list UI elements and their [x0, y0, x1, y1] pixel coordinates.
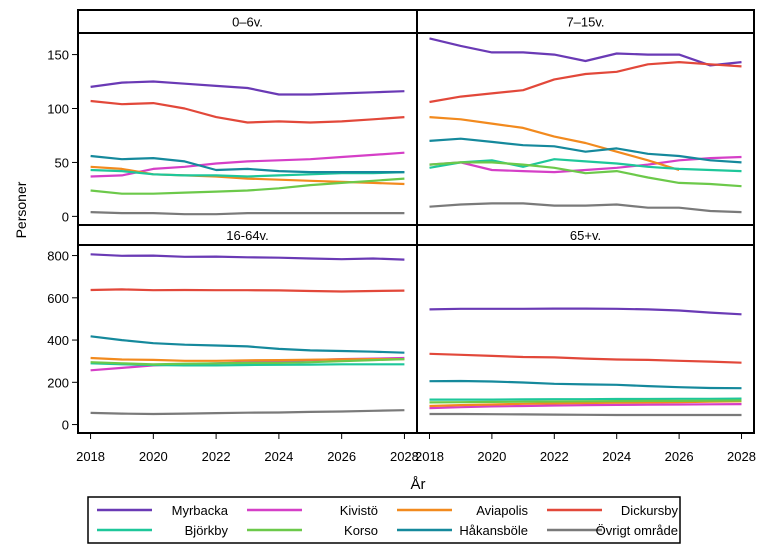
series-line-myrbacka — [429, 37, 742, 67]
series-line-dickursby — [90, 288, 405, 293]
x-tick-label: 2026 — [327, 449, 356, 464]
panel-title: 65+v. — [570, 228, 601, 243]
panel-plot-area — [416, 32, 755, 226]
panel-3: 16-64v. — [77, 224, 418, 434]
panel-2: 7–15v. — [416, 9, 755, 226]
series-line-myrbacka — [90, 253, 405, 261]
series-line-aviapolis — [90, 356, 405, 362]
y-tick-label: 0 — [62, 418, 69, 433]
legend-label: Övrigt område — [596, 523, 678, 538]
series-line-korso — [429, 161, 742, 188]
legend: Myrbacka Kivistö Aviapolis Dickursby Björkby… — [87, 496, 681, 544]
series-line-björkby — [429, 158, 742, 173]
x-tick-label: 2024 — [602, 449, 631, 464]
series-line-korso — [90, 358, 405, 366]
panel-plot-area — [77, 244, 418, 434]
legend-label: Aviapolis — [476, 503, 528, 518]
x-tick-label: 2024 — [264, 449, 293, 464]
legend-label: Håkansböle — [459, 523, 528, 538]
series-line-håkansböle — [429, 379, 742, 390]
legend-label: Björkby — [185, 523, 229, 538]
panel-title: 0–6v. — [232, 15, 263, 30]
x-tick-label: 2018 — [76, 449, 105, 464]
series-line-kivistö — [429, 403, 742, 410]
x-tick-label: 2020 — [477, 449, 506, 464]
series-line-myrbacka — [90, 80, 405, 96]
y-tick-label: 600 — [47, 291, 69, 306]
series-line-aviapolis — [429, 400, 742, 408]
axes: 0 50 100 150 0 200 400 600 800 2018 2020 2022 2024 20… — [47, 48, 756, 464]
panel-plot-area — [77, 32, 418, 226]
series-line-myrbacka — [429, 307, 742, 316]
series-line-övrigt-område — [90, 211, 405, 216]
panel-1: 0–6v. — [77, 9, 418, 226]
x-tick-label: 2020 — [139, 449, 168, 464]
legend-box — [87, 496, 681, 544]
y-tick-label: 50 — [55, 155, 69, 170]
x-tick-label: 2022 — [202, 449, 231, 464]
series-line-övrigt-område — [90, 409, 405, 416]
y-tick-label: 0 — [62, 209, 69, 224]
y-axis-label: Personer — [13, 181, 29, 238]
panel-title: 16-64v. — [226, 228, 268, 243]
series-line-övrigt-område — [429, 202, 742, 214]
series-line-håkansböle — [429, 137, 742, 164]
series-line-kivistö — [90, 151, 405, 178]
series-line-håkansböle — [90, 335, 405, 354]
y-tick-label: 800 — [47, 249, 69, 264]
legend-label: Myrbacka — [172, 503, 229, 518]
legend-label: Dickursby — [621, 503, 679, 518]
y-tick-label: 400 — [47, 333, 69, 348]
series-line-dickursby — [90, 99, 405, 124]
x-tick-label: 2018 — [415, 449, 444, 464]
y-tick-label: 150 — [47, 48, 69, 63]
series-line-dickursby — [429, 352, 742, 364]
series-line-björkby — [429, 397, 742, 401]
series-line-korso — [90, 177, 405, 195]
series-line-övrigt-område — [429, 412, 742, 417]
series-line-aviapolis — [429, 116, 680, 172]
panel-title: 7–15v. — [566, 15, 604, 30]
x-tick-label: 2028 — [727, 449, 756, 464]
panel-title-strip — [416, 9, 755, 34]
series-line-dickursby — [429, 60, 742, 104]
legend-label: Kivistö — [340, 503, 378, 518]
series-line-kivistö — [429, 155, 742, 174]
panels: 0–6v. 7–15v. 16-64v. 65+v. — [77, 9, 755, 434]
legend-label: Korso — [344, 523, 378, 538]
panel-title-strip — [416, 224, 755, 246]
panel-4: 65+v. — [416, 224, 755, 434]
x-tick-label: 2022 — [540, 449, 569, 464]
x-tick-label: 2026 — [665, 449, 694, 464]
series-line-håkansböle — [90, 154, 405, 174]
x-tick-label: 2028 — [390, 449, 419, 464]
y-tick-label: 100 — [47, 102, 69, 117]
y-tick-label: 200 — [47, 375, 69, 390]
x-axis-label: År — [411, 476, 426, 493]
series-line-korso — [429, 399, 742, 404]
